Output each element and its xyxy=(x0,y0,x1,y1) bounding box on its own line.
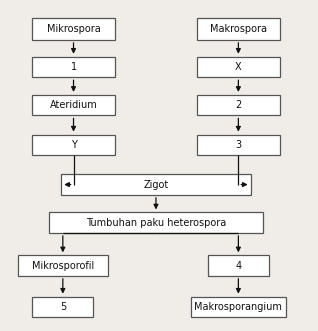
Text: 4: 4 xyxy=(235,260,241,271)
Bar xyxy=(32,95,115,116)
Text: 2: 2 xyxy=(235,100,241,110)
Bar xyxy=(197,134,280,155)
Text: Makrosporangium: Makrosporangium xyxy=(194,302,282,312)
Text: 1: 1 xyxy=(71,62,77,72)
Text: Mikrospora: Mikrospora xyxy=(47,24,100,34)
Bar xyxy=(18,255,108,276)
Bar xyxy=(197,95,280,116)
Text: Y: Y xyxy=(71,140,76,150)
Text: Ateridium: Ateridium xyxy=(50,100,97,110)
Text: Mikrosporofil: Mikrosporofil xyxy=(32,260,94,271)
Bar xyxy=(32,57,115,77)
Bar xyxy=(208,255,269,276)
Text: X: X xyxy=(235,62,242,72)
Bar xyxy=(61,174,251,195)
Bar xyxy=(32,297,93,317)
Bar xyxy=(197,18,280,40)
Bar xyxy=(49,213,263,233)
Text: 3: 3 xyxy=(235,140,241,150)
Text: Makrospora: Makrospora xyxy=(210,24,267,34)
Bar xyxy=(32,18,115,40)
Bar xyxy=(197,57,280,77)
Text: 5: 5 xyxy=(60,302,66,312)
Text: Zigot: Zigot xyxy=(143,179,169,190)
Bar xyxy=(32,134,115,155)
Text: Tumbuhan paku heterospora: Tumbuhan paku heterospora xyxy=(86,218,226,228)
Bar xyxy=(191,297,286,317)
